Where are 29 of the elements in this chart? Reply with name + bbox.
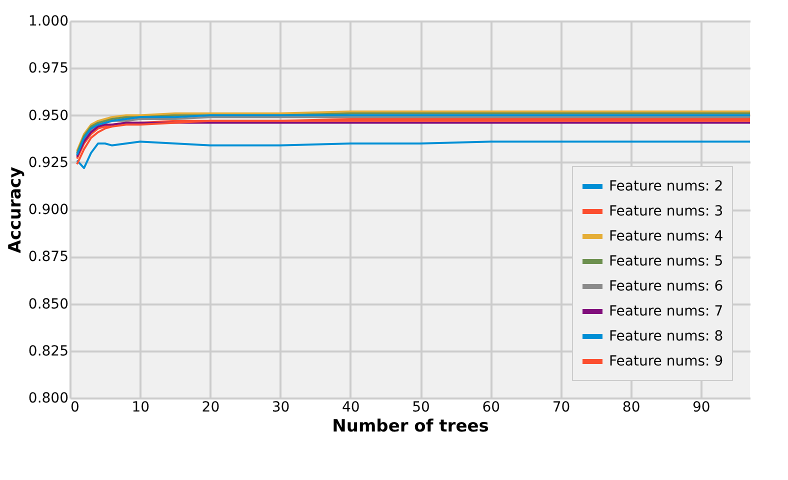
- legend-label: Feature nums: 4: [609, 228, 724, 244]
- legend-label: Feature nums: 6: [609, 278, 724, 294]
- x-tick-label: 80: [622, 400, 640, 416]
- legend-label: Feature nums: 9: [609, 354, 724, 370]
- y-tick-label: 1.000: [28, 14, 68, 30]
- x-tick-label: 40: [342, 400, 360, 416]
- legend-label: Feature nums: 2: [609, 178, 724, 194]
- x-tick-label: 0: [70, 400, 80, 416]
- x-tick-label: 90: [692, 400, 710, 416]
- x-tick-label: 30: [272, 400, 290, 416]
- y-tick-label: 0.975: [28, 60, 68, 77]
- y-tick-label: 0.850: [28, 296, 68, 312]
- x-tick-label: 50: [412, 400, 430, 416]
- x-tick-label: 70: [552, 400, 570, 416]
- legend-label: Feature nums: 7: [609, 304, 724, 320]
- legend-label: Feature nums: 5: [609, 254, 724, 270]
- y-tick-label: 0.925: [28, 154, 68, 171]
- legend-label: Feature nums: 3: [609, 204, 724, 220]
- y-tick-label: 0.950: [28, 108, 68, 124]
- x-axis-title: Number of trees: [332, 416, 489, 436]
- x-tick-label: 60: [482, 400, 500, 416]
- legend-label: Feature nums: 8: [609, 328, 724, 344]
- y-axis-title: Accuracy: [5, 166, 26, 254]
- x-tick-label: 10: [132, 400, 150, 416]
- y-tick-label: 0.875: [28, 249, 68, 266]
- y-tick-label: 0.900: [28, 202, 68, 218]
- x-tick-label: 20: [202, 400, 220, 416]
- y-tick-label: 0.825: [28, 343, 68, 360]
- y-tick-label: 0.800: [28, 390, 68, 406]
